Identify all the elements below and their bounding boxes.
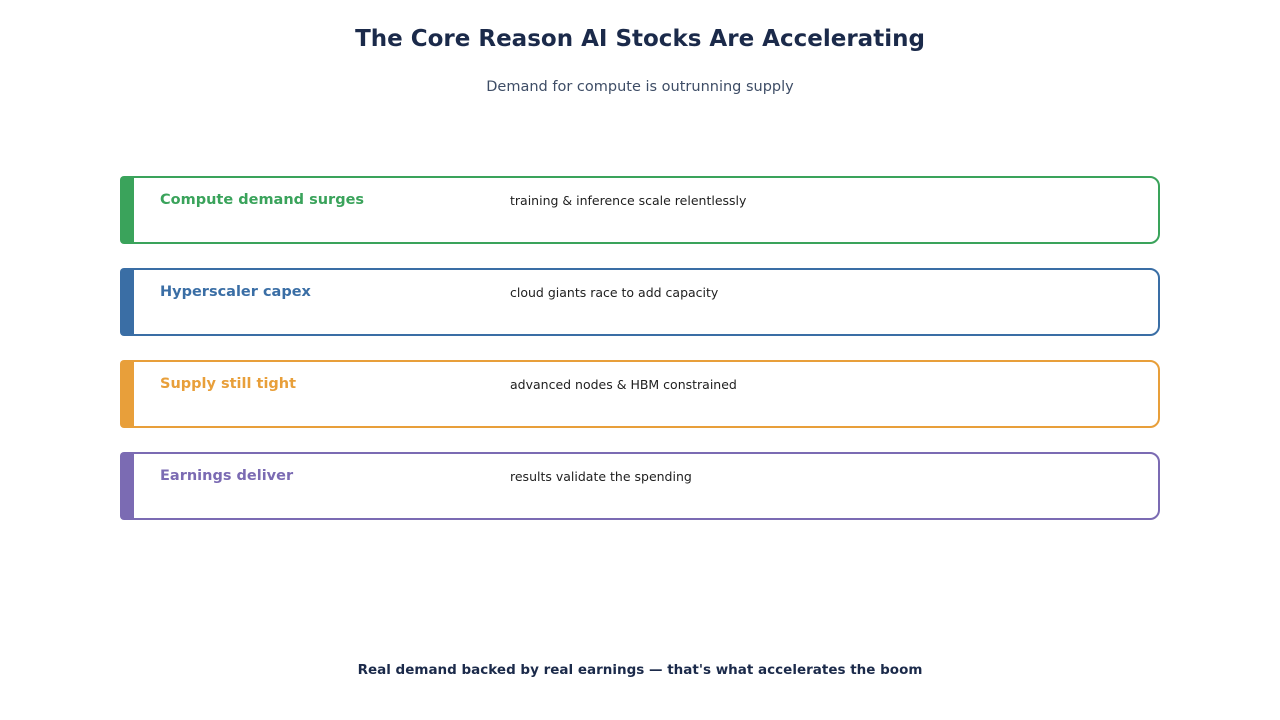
footer-takeaway: Real demand backed by real earnings — th… [357,662,923,678]
accent-bar [120,268,134,336]
driver-description: cloud giants race to add capacity [510,285,719,300]
accent-bar [120,360,134,428]
driver-row-supply-tight: Supply still tight advanced nodes & HBM … [120,360,1160,428]
page-title: The Core Reason AI Stocks Are Accelerati… [355,26,925,52]
driver-label: Compute demand surges [160,192,365,208]
driver-row-compute-demand: Compute demand surges training & inferen… [120,176,1160,244]
accent-bar [120,452,134,520]
driver-label: Earnings deliver [160,468,294,484]
driver-row-earnings-deliver: Earnings deliver results validate the sp… [120,452,1160,520]
driver-description: training & inference scale relentlessly [510,193,747,208]
driver-list: Compute demand surges training & inferen… [120,176,1160,544]
page-subtitle: Demand for compute is outrunning supply [486,79,794,95]
driver-label: Supply still tight [160,376,297,392]
driver-description: results validate the spending [510,469,692,484]
driver-description: advanced nodes & HBM constrained [510,377,737,392]
driver-label: Hyperscaler capex [160,284,311,300]
driver-row-hyperscaler-capex: Hyperscaler capex cloud giants race to a… [120,268,1160,336]
accent-bar [120,176,134,244]
